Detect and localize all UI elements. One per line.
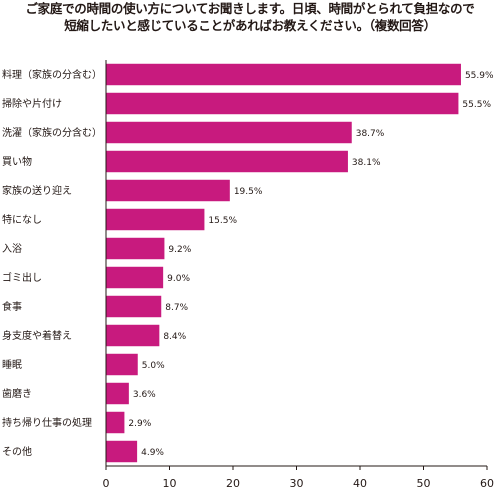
category-label: 持ち帰り仕事の処理: [2, 416, 92, 429]
value-label: 5.0%: [142, 361, 165, 371]
category-label: ゴミ出し: [2, 271, 42, 284]
chart-title-line-1: ご家庭での時間の使い方についてお聞きします。日頃、時間がとられて負担なので: [25, 1, 475, 16]
bar: [106, 324, 160, 347]
bar: [106, 150, 348, 173]
category-label: 身支度や着替え: [2, 329, 72, 342]
x-tick-label: 0: [103, 477, 110, 490]
category-label: 掃除や片付け: [2, 97, 62, 110]
category-label: その他: [2, 445, 32, 458]
bar: [106, 266, 164, 289]
bar: [106, 440, 138, 463]
x-tick-label: 20: [226, 477, 240, 490]
category-label: 食事: [2, 300, 22, 313]
value-label: 38.1%: [352, 158, 381, 168]
x-tick-label: 40: [353, 477, 367, 490]
bar: [106, 121, 352, 144]
category-label: 家族の送り迎え: [2, 184, 72, 197]
bar: [106, 353, 138, 376]
category-label: 洗濯（家族の分含む）: [2, 126, 102, 139]
category-label: 買い物: [2, 155, 32, 168]
value-label: 2.9%: [128, 419, 151, 429]
bar: [106, 179, 230, 202]
value-label: 8.7%: [165, 303, 188, 313]
category-label: 睡眠: [2, 358, 22, 371]
category-label: 料理（家族の分含む）: [2, 68, 102, 81]
value-label: 9.2%: [168, 245, 191, 255]
bar: [106, 208, 205, 231]
value-label: 9.0%: [167, 274, 190, 284]
value-label: 15.5%: [208, 216, 237, 226]
x-tick-label: 50: [417, 477, 431, 490]
x-tick-label: 30: [290, 477, 304, 490]
value-label: 3.6%: [133, 390, 156, 400]
value-label: 8.4%: [163, 332, 186, 342]
value-label: 4.9%: [141, 448, 164, 458]
value-label: 55.9%: [465, 71, 494, 81]
bar: [106, 63, 461, 86]
value-label: 55.5%: [462, 100, 491, 110]
bar: [106, 411, 125, 434]
bar: [106, 382, 129, 405]
bar: [106, 237, 165, 260]
bar: [106, 295, 162, 318]
value-label: 38.7%: [356, 129, 385, 139]
category-label: 特になし: [2, 214, 42, 226]
value-label: 19.5%: [234, 187, 263, 197]
category-label: 入浴: [2, 243, 22, 255]
x-tick-label: 60: [480, 477, 494, 490]
x-tick-label: 10: [163, 477, 177, 490]
chart-title-line-2: 短縮したいと感じていることがあればお教えください。（複数回答）: [64, 18, 436, 33]
bar: [106, 92, 459, 115]
chart-title: ご家庭での時間の使い方についてお聞きします。日頃、時間がとられて負担なので 短縮…: [0, 0, 500, 34]
category-label: 歯磨き: [2, 387, 32, 400]
